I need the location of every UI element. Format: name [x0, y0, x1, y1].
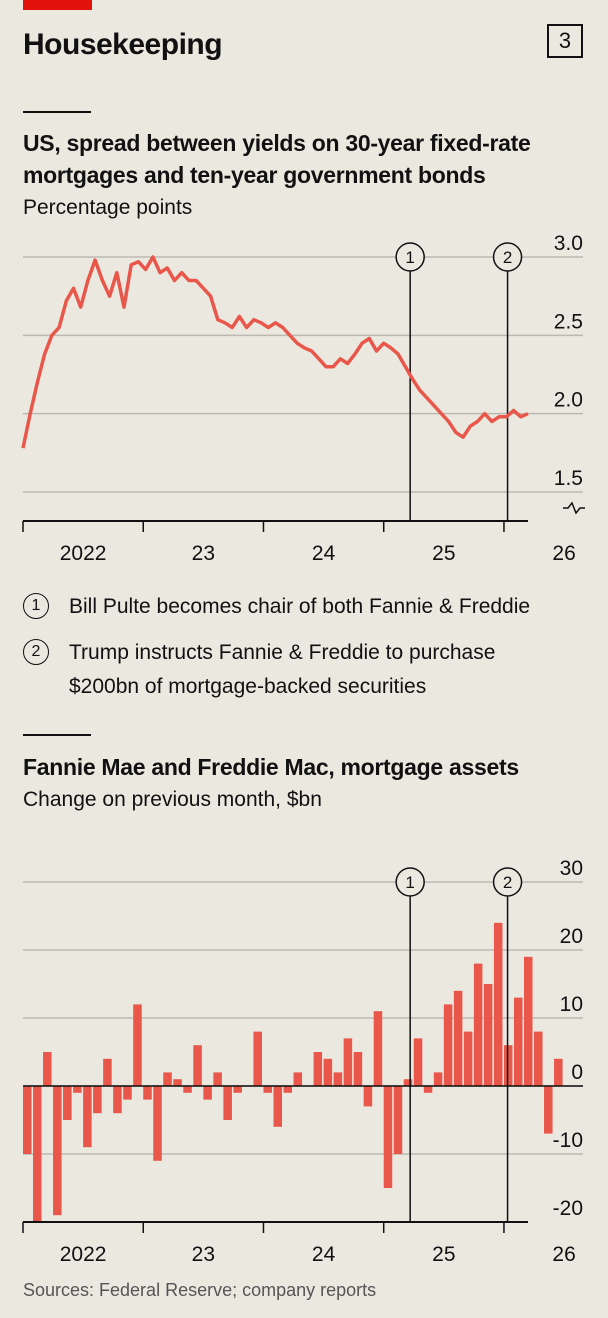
y-tick-label: 0: [571, 1061, 583, 1084]
bar: [253, 1031, 262, 1086]
bar: [413, 1038, 423, 1086]
bar: [403, 1079, 413, 1086]
y-tick-label: 2.5: [554, 310, 583, 333]
brand-tab: [23, 0, 92, 10]
x-tick-label: 2022: [60, 542, 107, 565]
note-2-text-line2: $200bn of mortgage-backed securities: [69, 675, 427, 698]
bar: [83, 1086, 92, 1148]
note-2-text-line1: Trump instructs Fannie & Freddie to purc…: [69, 641, 496, 664]
bar: [483, 984, 493, 1086]
page-title: Housekeeping: [23, 28, 223, 61]
bar: [353, 1052, 363, 1086]
note-1-marker: 1: [23, 593, 49, 619]
mortgage-assets-bar-chart: 30 20 10 0 -10 -20 2022 23 24 25 26 1 2: [22, 857, 583, 1266]
bar: [213, 1072, 222, 1086]
bar: [273, 1086, 283, 1127]
x-tick-label: 23: [192, 1243, 215, 1266]
bar: [43, 1052, 52, 1086]
bar: [163, 1072, 172, 1086]
bar: [183, 1086, 192, 1093]
annotation-marker-1: [395, 242, 425, 272]
chart1-unit-label: Percentage points: [23, 196, 193, 219]
x-tick-label: 25: [432, 1243, 455, 1266]
x-tick-label: 25: [432, 542, 455, 565]
bar: [23, 1086, 32, 1154]
bar: [333, 1072, 343, 1086]
bar: [293, 1072, 303, 1086]
bar: [223, 1086, 232, 1120]
bar: [143, 1086, 152, 1100]
annotation-label-2: 2: [503, 873, 512, 892]
bar: [534, 1031, 543, 1086]
y-tick-label: -10: [553, 1129, 583, 1152]
bar: [93, 1086, 102, 1114]
bar: [463, 1031, 473, 1086]
bar: [544, 1086, 553, 1134]
annotation-marker-2: [492, 867, 523, 897]
note-2-text: Trump instructs Fannie & Freddie to purc…: [69, 636, 589, 704]
y-tick-label: 30: [560, 857, 583, 880]
bar: [153, 1086, 162, 1161]
bar: [203, 1086, 212, 1100]
bar: [493, 922, 503, 1086]
bar: [73, 1086, 82, 1093]
x-tick-label: 24: [312, 542, 336, 565]
chart1-title: US, spread between yields on 30-year fix…: [23, 130, 531, 188]
bar: [103, 1058, 112, 1086]
bar: [473, 963, 483, 1086]
annotation-marker-1: [395, 867, 425, 897]
annotation-label-1: 1: [405, 873, 414, 892]
bar: [53, 1086, 62, 1216]
bar: [123, 1086, 132, 1100]
bar: [283, 1086, 293, 1093]
annotation-marker-2: [492, 242, 523, 272]
chart-number-badge: 3: [547, 24, 583, 58]
bar: [263, 1086, 272, 1093]
bar: [313, 1052, 323, 1086]
bar: [453, 990, 463, 1086]
bar: [33, 1086, 42, 1222]
bar: [383, 1086, 393, 1188]
bar: [433, 1072, 443, 1086]
spread-line-chart: 3.0 2.5 2.0 1.5 2022 23 24 25 26 1 2: [21, 232, 585, 565]
bar: [373, 1011, 383, 1086]
bar: [133, 1004, 142, 1086]
bar: [173, 1079, 182, 1086]
bar: [393, 1086, 403, 1154]
bar: [63, 1086, 72, 1120]
y-tick-label: 10: [560, 993, 583, 1016]
source-note: Sources: Federal Reserve; company report…: [23, 1280, 377, 1300]
x-tick-label: 23: [192, 542, 215, 565]
x-tick-label: 26: [552, 1243, 575, 1266]
chart2-unit-label: Change on previous month, $bn: [23, 788, 322, 811]
bar: [443, 1004, 453, 1086]
annotation-label-2: 2: [503, 248, 512, 267]
bar: [513, 997, 523, 1086]
bar: [554, 1058, 563, 1086]
bar: [193, 1045, 202, 1086]
y-tick-label: 1.5: [554, 467, 583, 490]
x-tick-label: 2022: [60, 1243, 107, 1266]
bar: [233, 1086, 242, 1093]
section-rule: [23, 111, 91, 113]
x-tick-label: 26: [552, 542, 575, 565]
bar: [323, 1058, 333, 1086]
bar: [363, 1086, 373, 1107]
note-1-text: Bill Pulte becomes chair of both Fannie …: [69, 595, 531, 618]
y-tick-label: 2.0: [554, 389, 583, 412]
chart2-title: Fannie Mae and Freddie Mac, mortgage ass…: [23, 754, 519, 780]
bar: [523, 956, 533, 1086]
bar: [343, 1038, 353, 1086]
y-tick-label: 3.0: [554, 232, 583, 255]
axis-break-icon: [563, 501, 585, 515]
x-tick-label: 24: [312, 1243, 336, 1266]
spread-line: [21, 255, 529, 449]
y-tick-label: -20: [553, 1197, 583, 1220]
y-tick-label: 20: [560, 925, 583, 948]
section-rule-2: [23, 734, 91, 736]
bar: [113, 1086, 122, 1114]
bar: [423, 1086, 433, 1093]
annotation-label-1: 1: [405, 248, 414, 267]
note-2-marker: 2: [23, 639, 49, 665]
